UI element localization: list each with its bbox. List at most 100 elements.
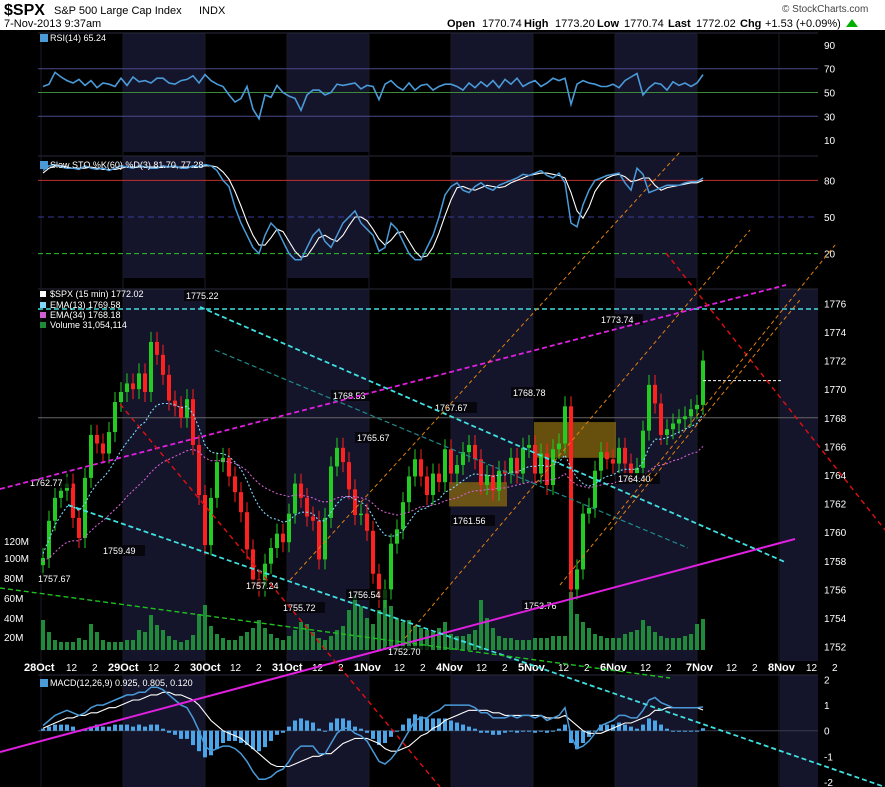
price-point-label: 1768.78 [513, 388, 546, 398]
volume-bar [287, 636, 291, 650]
macd-histogram-bar [269, 730, 273, 741]
volume-bar [467, 634, 471, 650]
date-axis-label: 6Nov [600, 662, 628, 674]
macd-histogram-bar [491, 730, 495, 735]
candle-body [437, 473, 441, 483]
macd-histogram-bar [161, 728, 165, 731]
volume-bar [701, 619, 705, 650]
macd-histogram-bar [671, 730, 675, 732]
volume-bar [323, 640, 327, 650]
macd-tick-label: -2 [824, 778, 833, 787]
volume-bar [377, 610, 381, 650]
exchange-label: INDX [199, 5, 226, 17]
volume-bar [539, 638, 543, 650]
candle-body [539, 453, 543, 474]
macd-histogram-bar [335, 718, 339, 731]
candle-body [143, 373, 147, 393]
volume-bar [203, 605, 207, 650]
candle-body [239, 492, 243, 513]
macd-histogram-bar [497, 730, 501, 735]
future-shade [780, 289, 818, 661]
volume-bar [593, 634, 597, 650]
date-axis-label: 12 [230, 663, 242, 674]
macd-histogram-bar [389, 730, 393, 737]
volume-bar [335, 630, 339, 650]
volume-bar [245, 632, 249, 650]
candle-body [689, 409, 693, 417]
volume-bar [257, 620, 261, 650]
macd-histogram-bar [527, 730, 531, 732]
macd-histogram-bar [119, 724, 123, 731]
ema34-line [42, 446, 704, 562]
candle-body [545, 453, 549, 486]
volume-bar [347, 610, 351, 650]
volume-bar [113, 642, 117, 650]
price-point-label: 1762.77 [30, 478, 63, 488]
volume-bar [137, 630, 141, 650]
candle-body [413, 459, 417, 477]
price-legend-swatch [40, 312, 46, 318]
volume-bar [689, 634, 693, 650]
macd-histogram-bar [227, 730, 231, 741]
price-tick-label: 1770 [824, 385, 847, 396]
candle-body [653, 384, 657, 404]
volume-bar [425, 630, 429, 650]
volume-bar [485, 618, 489, 650]
sto-tick-label: 50 [824, 213, 836, 224]
candle-body [431, 473, 435, 496]
candle-body [329, 466, 333, 518]
macd-histogram-bar [425, 718, 429, 731]
candle-body [119, 392, 123, 403]
candle-body [371, 530, 375, 574]
volume-bar [401, 622, 405, 650]
candle-body [107, 432, 111, 454]
candle-body [155, 341, 159, 355]
price-point-label: 1756.54 [348, 590, 381, 600]
macd-histogram-bar [395, 730, 399, 732]
candle-body [551, 449, 555, 486]
candle-body [353, 489, 357, 516]
price-label-bg [511, 387, 555, 398]
trend-lines [0, 151, 885, 787]
volume-bar [131, 640, 135, 650]
macd-histogram-bar [125, 724, 129, 731]
macd-histogram-bar [617, 722, 621, 731]
macd-histogram-bar [701, 728, 705, 731]
rsi-panel: 90 70 50 30 10 RSI(14) 65.24 [38, 33, 836, 147]
macd-legend: MACD(12,26,9) 0.925, 0.805, 0.120 [50, 678, 193, 688]
macd-histogram-bar [629, 726, 633, 731]
grid-lines [38, 32, 818, 787]
date-axis-label: 2 [666, 663, 672, 674]
macd-tick-label: 1 [824, 701, 830, 712]
macd-histogram-bar [479, 730, 483, 733]
macd-histogram-bar [695, 730, 699, 732]
volume-bar [455, 636, 459, 650]
chg-value: +1.53 (+0.09%) [765, 18, 841, 30]
cyan-trendline-lower [67, 504, 885, 787]
date-axis-label: 2 [502, 663, 508, 674]
macd-histogram-bar [575, 730, 579, 750]
candle-body [179, 406, 183, 418]
sto-d-line [42, 165, 704, 258]
volume-bar [533, 638, 537, 650]
date-axis-label: 2 [420, 663, 426, 674]
volume-bar [125, 640, 129, 650]
macd-legend-swatch [40, 679, 48, 687]
price-point-label: 1753.76 [524, 601, 557, 611]
price-label-bg [451, 515, 495, 526]
candle-body [197, 444, 201, 496]
volume-bar [251, 628, 255, 650]
macd-histogram-bar [203, 730, 207, 758]
price-point-label: 1757.67 [38, 574, 71, 584]
sto-legend: Slow STO %K(60) %D(3) 81.70, 77.28 [50, 160, 203, 170]
volume-bar [557, 636, 561, 650]
date-axis-label: 5Nov [518, 662, 546, 674]
macd-histogram-bar [149, 724, 153, 731]
price-point-label: 1773.74 [601, 315, 634, 325]
candle-body [173, 400, 177, 407]
volume-bar [371, 624, 375, 650]
date-axis-label: 2 [584, 663, 590, 674]
volume-bar [563, 636, 567, 650]
candle-body [557, 443, 561, 450]
sto-legend-swatch [40, 161, 48, 169]
